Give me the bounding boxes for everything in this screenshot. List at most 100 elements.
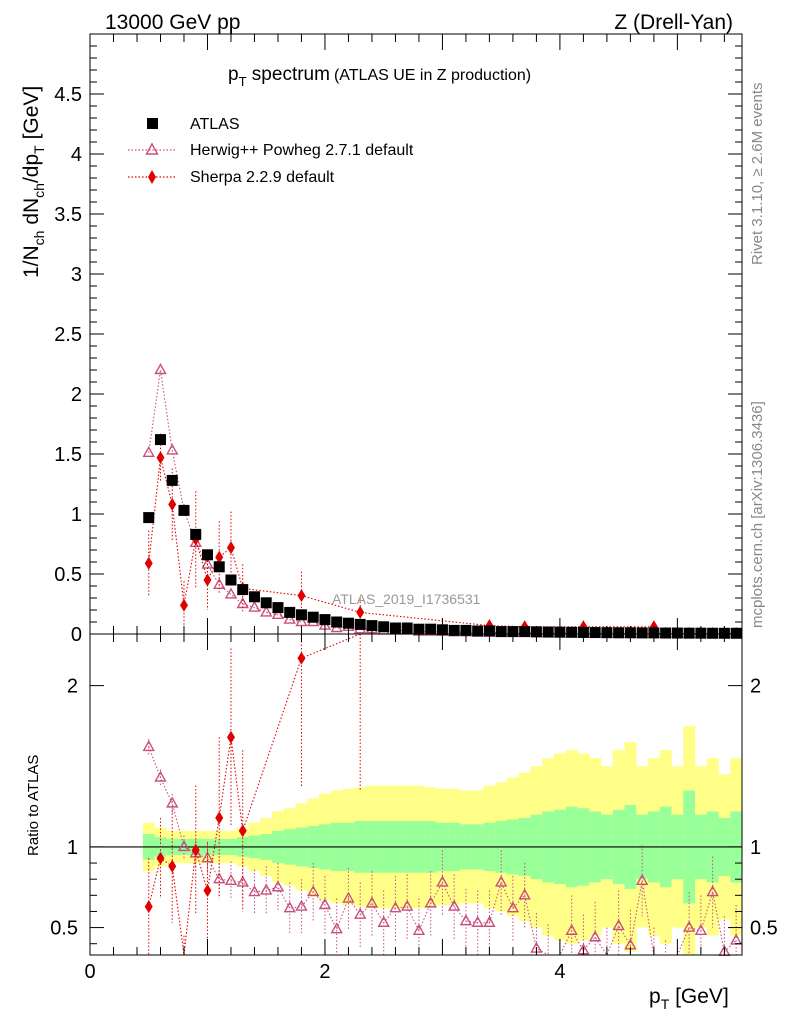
- main-y-axis-title: 1/Nch dNch/dpT [GeV]: [20, 86, 47, 278]
- legend-label-atlas: ATLAS: [190, 116, 240, 133]
- x-tick-label: 4: [554, 961, 565, 983]
- main-y-tick-label: 2.5: [54, 324, 82, 346]
- main-panel-axes: 0 0.5 1 1.5 2 2.5 3 3.5 4 4.5: [54, 34, 742, 646]
- herwig-point: [295, 615, 308, 627]
- atlas-point: [213, 561, 225, 573]
- ratio-herwig-point: [612, 919, 625, 931]
- main-y-tick-label: 1: [71, 504, 82, 526]
- ratio-herwig-point: [518, 888, 531, 900]
- main-y-tick-label: 1.5: [54, 444, 82, 466]
- atlas-point: [307, 611, 319, 623]
- herwig-point: [283, 612, 296, 624]
- x-tick-label: 2: [319, 961, 330, 983]
- ratio-y-tick-label-right: 1: [750, 837, 761, 859]
- ratio-herwig-point: [459, 914, 473, 926]
- ratio-herwig-point: [283, 901, 296, 913]
- sherpa-point: [179, 598, 188, 612]
- legend-marker-atlas: [147, 118, 158, 129]
- plot-title: pT spectrum (ATLAS UE in Z production): [228, 64, 531, 89]
- herwig-point: [189, 535, 202, 547]
- legend-label-herwig: Herwig++ Powheg 2.7.1 default: [190, 142, 414, 159]
- sherpa-point: [203, 573, 212, 587]
- ratio-sherpa-point: [297, 651, 306, 665]
- analysis-watermark: ATLAS_2019_I1736531: [332, 591, 481, 607]
- legend-marker-sherpa: [148, 170, 156, 184]
- atlas-point: [448, 624, 460, 636]
- ratio-y-tick-label: 0.5: [50, 918, 78, 940]
- ratio-herwig-point: [260, 883, 273, 895]
- ratio-panel-axes: 0 2 4 0.5 0.5 1 1 2 2: [50, 634, 778, 983]
- ratio-panel-frame: [89, 633, 743, 956]
- atlas-point: [366, 620, 378, 632]
- ratio-sherpa-point: [156, 851, 165, 865]
- herwig-point: [154, 363, 167, 375]
- ratio-herwig-point: [588, 930, 602, 942]
- ratio-herwig-point: [400, 899, 414, 911]
- ratio-herwig-point: [166, 796, 179, 808]
- atlas-point: [472, 625, 484, 637]
- atlas-point: [636, 627, 648, 639]
- ratio-herwig-point: [471, 915, 484, 927]
- ratio-herwig-point: [412, 923, 426, 936]
- atlas-point: [331, 616, 343, 628]
- plot-title-main: p: [228, 64, 239, 85]
- ratio-herwig-point: [694, 923, 708, 936]
- ratio-sherpa-point: [168, 859, 177, 873]
- sherpa-point: [144, 556, 153, 570]
- herwig-point: [260, 605, 273, 617]
- plot-title-paren: (ATLAS UE in Z production): [334, 67, 531, 84]
- ratio-herwig-point: [565, 923, 578, 936]
- atlas-point: [154, 434, 166, 446]
- ratio-herwig-point: [248, 885, 261, 897]
- ratio-herwig-point: [271, 880, 285, 892]
- ratio-uncertainty-band: [142, 725, 743, 955]
- ratio-sherpa-point: [203, 883, 212, 897]
- atlas-point: [166, 474, 178, 486]
- ratio-herwig-point: [506, 901, 520, 913]
- ratio-herwig-point: [236, 875, 249, 887]
- sherpa-point: [297, 589, 306, 603]
- ratio-herwig-point: [365, 896, 379, 908]
- atlas-point: [519, 626, 531, 638]
- header-right: Z (Drell-Yan): [614, 11, 733, 34]
- x-tick-label: 0: [84, 961, 95, 983]
- atlas-point: [237, 584, 249, 596]
- main-y-tick-label: 0: [71, 624, 82, 646]
- herwig-point: [224, 587, 238, 599]
- atlas-point: [730, 627, 742, 639]
- ratio-sherpa-point: [144, 900, 153, 914]
- main-panel-frame: [89, 33, 743, 635]
- main-y-tick-label: 3: [71, 264, 82, 286]
- herwig-point: [166, 443, 179, 455]
- ratio-herwig-point: [447, 899, 461, 911]
- ratio-sherpa-point: [215, 811, 224, 825]
- ratio-herwig-point: [483, 915, 496, 927]
- atlas-point: [378, 621, 390, 633]
- ratio-herwig-point: [682, 920, 696, 932]
- atlas-point: [589, 627, 601, 639]
- ratio-herwig-point: [318, 898, 332, 910]
- atlas-point: [683, 627, 695, 639]
- herwig-point: [213, 577, 226, 589]
- atlas-point: [401, 622, 413, 634]
- mcplots-label: mcplots.cern.ch [arXiv:1306.3436]: [749, 401, 766, 628]
- ratio-herwig-point: [307, 885, 320, 897]
- atlas-point: [178, 504, 190, 516]
- ratio-herwig-point: [377, 915, 390, 927]
- rivet-label: Rivet 3.1.10, ≥ 2.6M events: [749, 83, 766, 266]
- atlas-point: [295, 609, 307, 621]
- ratio-herwig-point: [706, 885, 719, 897]
- atlas-point: [272, 602, 284, 614]
- ratio-sherpa-point: [226, 730, 235, 744]
- plot-title-rest: spectrum: [247, 64, 330, 85]
- atlas-point: [354, 618, 366, 630]
- ratio-y-tick-label: 1: [67, 837, 78, 859]
- legend: ATLAS Herwig++ Powheg 2.7.1 default Sher…: [128, 116, 414, 186]
- sherpa-point: [226, 541, 235, 555]
- ratio-herwig-point: [424, 896, 437, 908]
- sherpa-point: [356, 605, 365, 619]
- atlas-point: [425, 623, 437, 635]
- main-y-tick-label: 4.5: [54, 84, 82, 106]
- atlas-point: [613, 627, 625, 639]
